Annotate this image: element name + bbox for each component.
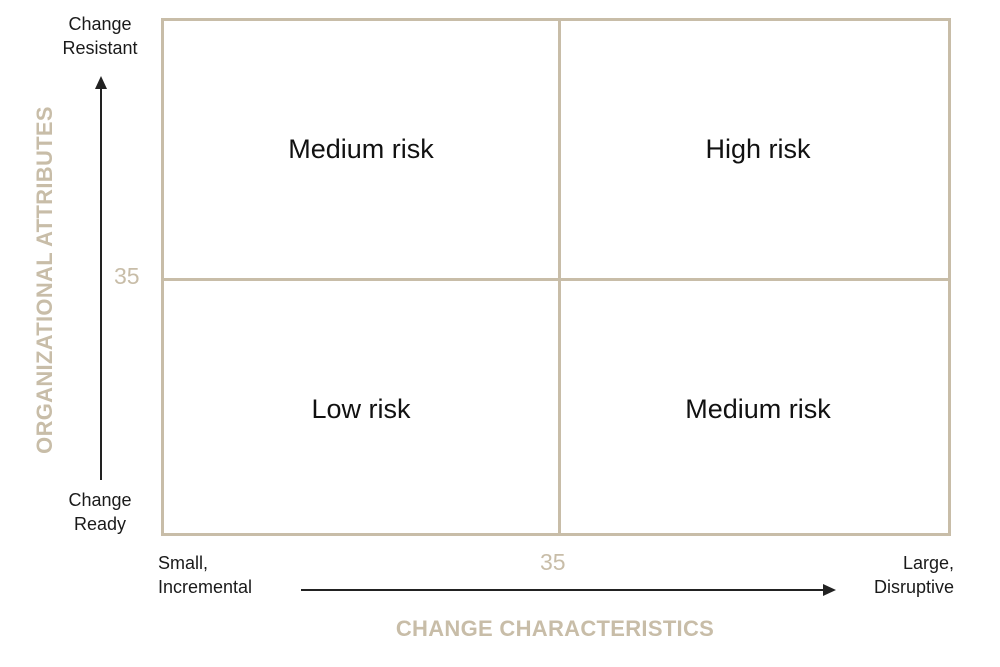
risk-matrix: Medium risk High risk Low risk Medium ri…: [161, 18, 951, 536]
quadrant-bottom-left: Low risk: [311, 394, 411, 424]
x-axis-left-label-line1: Small,: [158, 553, 209, 573]
quadrant-top-left: Medium risk: [288, 134, 434, 164]
quadrant-top-right: High risk: [705, 134, 811, 164]
y-axis-top-label-line2: Resistant: [62, 38, 138, 58]
vertical-divider: [558, 21, 561, 533]
x-axis-right-label: Large, Disruptive: [850, 551, 954, 599]
y-axis-top-label: Change Resistant: [50, 12, 150, 60]
x-axis-threshold: 35: [540, 549, 566, 575]
y-axis-arrow-icon: [95, 76, 107, 480]
y-axis-bottom-label-line1: Change: [68, 490, 132, 510]
y-axis-top-label-line1: Change: [68, 14, 132, 34]
y-axis-bottom-label-line2: Ready: [73, 514, 127, 534]
y-axis-title: ORGANIZATIONAL ATTRIBUTES: [32, 106, 57, 454]
y-axis-bottom-label: Change Ready: [50, 488, 150, 536]
quadrant-bottom-right: Medium risk: [685, 394, 831, 424]
x-axis-left-label: Small, Incremental: [158, 551, 252, 599]
horizontal-divider: [164, 278, 948, 281]
y-axis-threshold: 35: [114, 263, 140, 289]
x-axis-arrow-icon: [301, 584, 836, 596]
x-axis-left-label-line2: Incremental: [158, 577, 253, 597]
x-axis-right-label-line2: Disruptive: [873, 577, 954, 597]
x-axis-right-label-line1: Large,: [902, 553, 954, 573]
x-axis-title: CHANGE CHARACTERISTICS: [395, 616, 715, 641]
